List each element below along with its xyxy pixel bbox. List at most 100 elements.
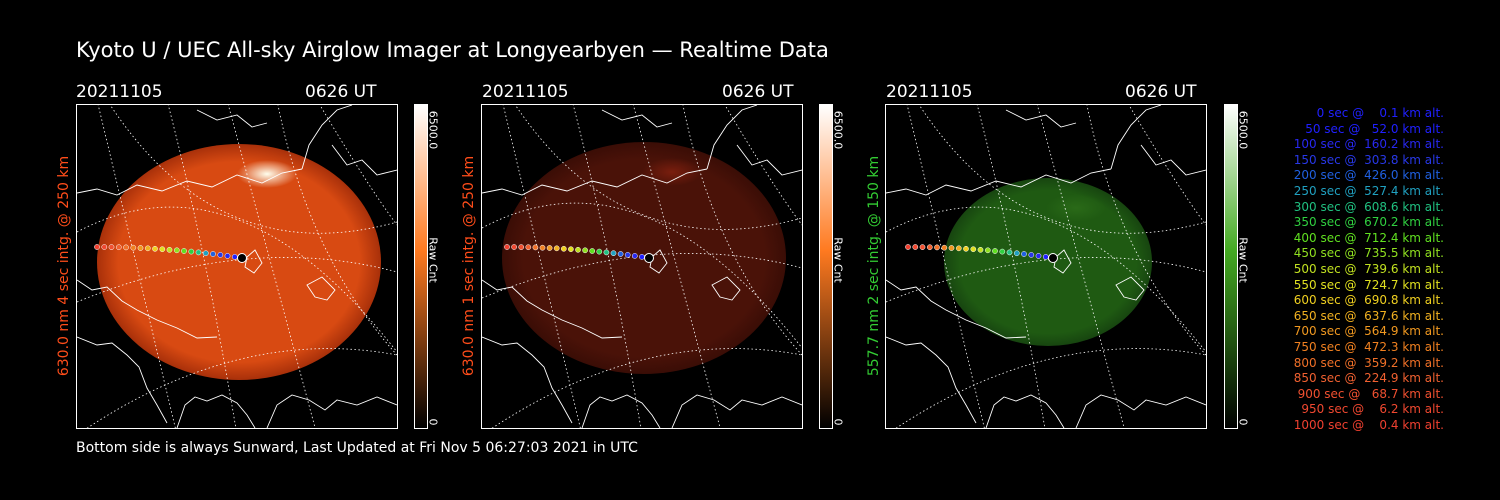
trajectory-point — [1028, 252, 1035, 258]
trajectory-point — [525, 244, 532, 251]
legend-row: 300 sec @ 608.6 km alt. — [1289, 199, 1444, 214]
trajectory-point — [108, 244, 115, 250]
trajectory-legend: 0 sec @ 0.1 km alt. 50 sec @ 52.0 km alt… — [1262, 106, 1444, 433]
trajectory-point — [101, 244, 108, 250]
trajectory-point — [195, 249, 202, 256]
trajectory-point — [575, 246, 581, 253]
coastline-map — [886, 105, 1206, 428]
lat-lon-grid — [77, 105, 397, 428]
footer-status: Bottom side is always Sunward, Last Upda… — [76, 440, 638, 456]
trajectory-point — [603, 249, 610, 256]
legend-row: 950 sec @ 6.2 km alt. — [1297, 402, 1444, 417]
trajectory-track — [504, 244, 652, 261]
legend-row: 0 sec @ 0.1 km alt. — [1305, 106, 1444, 120]
legend-row: 900 sec @ 68.7 km alt. — [1293, 386, 1444, 401]
station-marker — [644, 253, 654, 263]
trajectory-point — [210, 251, 216, 257]
legend-row: 450 sec @ 735.5 km alt. — [1289, 246, 1444, 261]
trajectory-point — [639, 254, 645, 260]
trajectory-point — [188, 248, 195, 255]
panel-2-allsky-image — [481, 104, 803, 429]
legend-row: 700 sec @ 564.9 km alt. — [1289, 324, 1444, 339]
trajectory-point — [568, 246, 574, 253]
trajectory-point — [582, 247, 588, 254]
panel-3-cbar-unit: Raw Cnt — [1236, 237, 1250, 283]
trajectory-point — [546, 245, 553, 251]
legend-row: 550 sec @ 724.7 km alt. — [1289, 277, 1444, 292]
trajectory-track — [905, 244, 1056, 261]
panel-2-cbar-min: 0 — [831, 418, 845, 426]
legend-row: 800 sec @ 359.2 km alt. — [1289, 355, 1444, 370]
trajectory-point — [94, 244, 100, 250]
trajectory-point — [173, 247, 180, 254]
trajectory-point — [224, 253, 231, 259]
trajectory-point — [144, 245, 151, 252]
legend-row: 50 sec @ 52.0 km alt. — [1297, 121, 1444, 136]
panel-1-cbar-min: 0 — [426, 418, 440, 426]
trajectory-point — [963, 245, 969, 252]
coastline-map — [77, 105, 397, 428]
trajectory-point — [504, 244, 510, 250]
trajectory-point — [941, 244, 948, 251]
trajectory-point — [202, 250, 209, 257]
trajectory-point — [617, 251, 624, 257]
trajectory-point — [926, 244, 933, 251]
trajectory-point — [589, 248, 596, 254]
coastline-map — [482, 105, 802, 428]
panel-2-cbar-unit: Raw Cnt — [831, 237, 845, 283]
trajectory-point — [130, 244, 137, 251]
trajectory-point — [992, 248, 998, 254]
panel-3-allsky-image — [885, 104, 1207, 429]
allsky-disk — [944, 178, 1152, 346]
panel-3-colorbar — [1224, 104, 1238, 429]
trajectory-point — [553, 245, 560, 252]
panel-2-cbar-max: 6500.0 — [831, 110, 845, 150]
trajectory-point — [919, 244, 926, 250]
legend-row: 650 sec @ 637.6 km alt. — [1289, 308, 1444, 323]
panel-1-date: 20211105 — [76, 82, 163, 102]
trajectory-point — [905, 244, 911, 250]
legend-row: 850 sec @ 224.9 km alt. — [1289, 371, 1444, 386]
lat-lon-grid — [482, 105, 802, 428]
legend-row: 600 sec @ 690.8 km alt. — [1289, 293, 1444, 308]
trajectory-point — [532, 244, 539, 251]
panel-2-colorbar — [819, 104, 833, 429]
legend-row: 200 sec @ 426.0 km alt. — [1289, 168, 1444, 183]
trajectory-point — [999, 248, 1006, 255]
legend-row: 1000 sec @ 0.4 km alt. — [1293, 417, 1444, 432]
trajectory-point — [624, 252, 631, 258]
legend-row: 750 sec @ 472.3 km alt. — [1289, 339, 1444, 354]
trajectory-point — [181, 248, 187, 254]
trajectory-point — [977, 246, 984, 253]
panel-1-ylabel: 630.0 nm 4 sec intg. @ 250 km — [56, 155, 72, 376]
trajectory-point — [231, 254, 238, 260]
panel-1-cbar-unit: Raw Cnt — [426, 237, 440, 283]
panel-3-cbar-min: 0 — [1236, 418, 1250, 426]
legend-row: 500 sec @ 739.6 km alt. — [1289, 261, 1444, 276]
legend-row: 350 sec @ 670.2 km alt. — [1289, 215, 1444, 230]
panel-2-date: 20211105 — [482, 82, 569, 102]
trajectory-point — [159, 246, 166, 253]
legend-row: 400 sec @ 712.4 km alt. — [1289, 230, 1444, 245]
legend-row: 100 sec @ 160.2 km alt. — [1289, 137, 1444, 152]
panel-1-colorbar — [414, 104, 428, 429]
trajectory-point — [610, 250, 617, 257]
trajectory-point — [166, 246, 173, 253]
trajectory-point — [596, 248, 603, 255]
trajectory-point — [560, 245, 567, 252]
trajectory-point — [631, 253, 638, 259]
trajectory-point — [539, 244, 546, 251]
trajectory-point — [1021, 251, 1027, 257]
trajectory-point — [511, 244, 517, 250]
panel-1-allsky-image — [76, 104, 398, 429]
trajectory-point — [934, 244, 940, 251]
station-marker — [237, 253, 247, 263]
trajectory-point — [1042, 254, 1049, 260]
panel-3-time: 0626 UT — [1125, 82, 1197, 102]
trajectory-point — [217, 252, 224, 258]
panel-2-time: 0626 UT — [722, 82, 794, 102]
panel-1-time: 0626 UT — [305, 82, 377, 102]
trajectory-point — [123, 244, 129, 251]
panel-3-cbar-max: 6500.0 — [1236, 110, 1250, 150]
trajectory-point — [984, 247, 991, 254]
